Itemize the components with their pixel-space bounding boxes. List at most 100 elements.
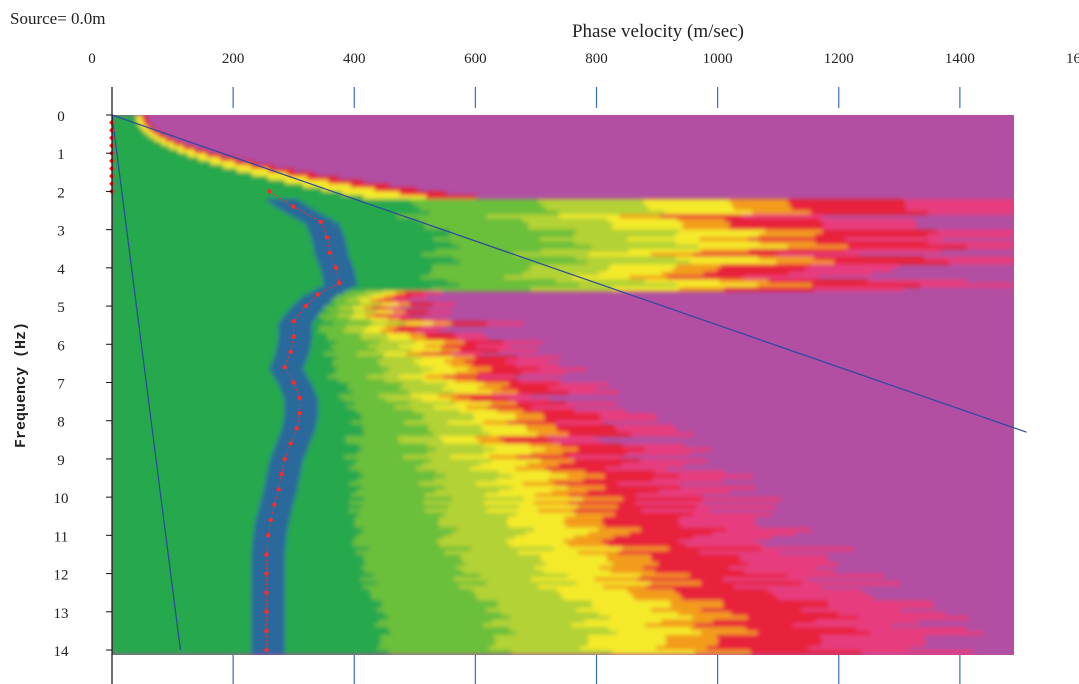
spectrum-band — [406, 351, 422, 357]
spectrum-band — [544, 447, 578, 452]
spectrum-band — [434, 489, 499, 494]
spectrum-band — [525, 531, 589, 536]
spectrum-band — [112, 172, 253, 177]
spectrum-band — [112, 386, 284, 391]
spectrum-band — [516, 512, 576, 517]
spectrum-band — [676, 264, 722, 269]
spectrum-band — [442, 386, 478, 391]
spectrum-band — [112, 130, 145, 135]
spectrum-band — [112, 569, 255, 575]
spectrum-minimum-band — [251, 581, 285, 586]
spectrum-band — [743, 275, 820, 280]
spectrum-band — [676, 283, 758, 288]
spectrum-band — [457, 336, 488, 342]
spectrum-band — [486, 508, 539, 514]
spectrum-band — [652, 478, 723, 483]
spectrum-band — [822, 229, 938, 235]
spectrum-band — [363, 558, 462, 563]
spectrum-band — [112, 550, 255, 556]
spectrum-band — [527, 462, 559, 468]
spectrum-band — [731, 611, 839, 617]
spectrum-band — [761, 546, 854, 552]
spectrum-band — [112, 558, 255, 563]
spectrum-band — [591, 600, 671, 605]
spectrum-band — [382, 355, 422, 361]
spectrum-band — [161, 141, 174, 147]
spectrum-band — [112, 187, 323, 193]
spectrum-band — [112, 210, 301, 215]
spectrum-band — [415, 466, 471, 471]
spectrum-band — [567, 573, 641, 578]
spectrum-band — [112, 424, 286, 429]
spectrum-band — [112, 317, 285, 322]
spectrum-band — [515, 363, 559, 368]
spectrum-band — [548, 386, 596, 391]
spectrum-band — [457, 527, 535, 533]
spectrum-band — [335, 371, 384, 376]
spectrum-band — [333, 260, 460, 265]
spectrum-band — [838, 611, 946, 617]
spectrum-band — [112, 214, 308, 219]
spectrum-band — [814, 233, 928, 238]
spectrum-band — [427, 443, 483, 449]
spectrum-band — [322, 187, 375, 193]
spectrum-band — [450, 229, 577, 235]
spectrum-band — [332, 286, 432, 292]
spectrum-band — [729, 225, 823, 231]
dispersion-pick — [264, 590, 269, 595]
spectrum-band — [833, 260, 950, 265]
spectrum-band — [140, 126, 149, 131]
spectrum-band — [509, 615, 610, 621]
spectrum-band — [587, 489, 659, 494]
spectrum-band — [360, 531, 452, 536]
spectrum-band — [545, 562, 614, 567]
spectrum-band — [548, 478, 584, 483]
spectrum-band — [328, 179, 363, 185]
spectrum-band — [810, 264, 899, 269]
spectrum-band — [679, 592, 774, 598]
spectrum-band — [112, 237, 327, 242]
spectrum-band — [112, 592, 255, 598]
spectrum-band — [681, 523, 759, 529]
spectrum-band — [362, 447, 436, 452]
spectrum-band — [537, 199, 643, 204]
spectrum-band — [272, 367, 337, 372]
spectrum-band — [383, 371, 423, 376]
spectrum-band — [144, 130, 153, 135]
spectrum-band — [540, 554, 607, 559]
spectrum-band — [451, 531, 526, 536]
spectrum-band — [112, 374, 278, 380]
spectrum-band — [489, 455, 517, 460]
spectrum-band — [458, 283, 579, 288]
spectrum-band — [768, 588, 862, 594]
spectrum-band — [254, 615, 389, 621]
spectrum-band — [269, 474, 364, 479]
spectrum-band — [300, 210, 430, 215]
spectrum-band — [538, 367, 587, 372]
spectrum-band — [270, 470, 359, 475]
spectrum-band — [424, 222, 528, 227]
x-tick-label: 200 — [222, 51, 245, 67]
spectrum-band — [318, 329, 344, 334]
spectrum-band — [393, 309, 405, 315]
spectrum-minimum-band — [274, 355, 308, 361]
spectrum-band — [425, 374, 444, 380]
spectrum-band — [112, 267, 337, 273]
spectrum-band — [635, 500, 704, 506]
y-tick-label: 1 — [57, 147, 65, 163]
spectrum-band — [422, 371, 456, 376]
spectrum-band — [858, 615, 970, 621]
spectrum-band — [328, 244, 460, 250]
spectrum-minimum-band — [251, 615, 285, 621]
spectrum-band — [641, 508, 710, 514]
spectrum-band — [283, 432, 365, 437]
spectrum-band — [534, 565, 600, 571]
dispersion-pick — [291, 319, 296, 324]
spectrum-band — [637, 577, 723, 582]
spectrum-band — [112, 413, 288, 418]
spectrum-band — [504, 439, 554, 445]
spectrum-band — [765, 229, 823, 235]
spectrum-band — [307, 176, 339, 181]
spectrum-band — [409, 401, 455, 407]
spectrum-band — [484, 493, 536, 498]
